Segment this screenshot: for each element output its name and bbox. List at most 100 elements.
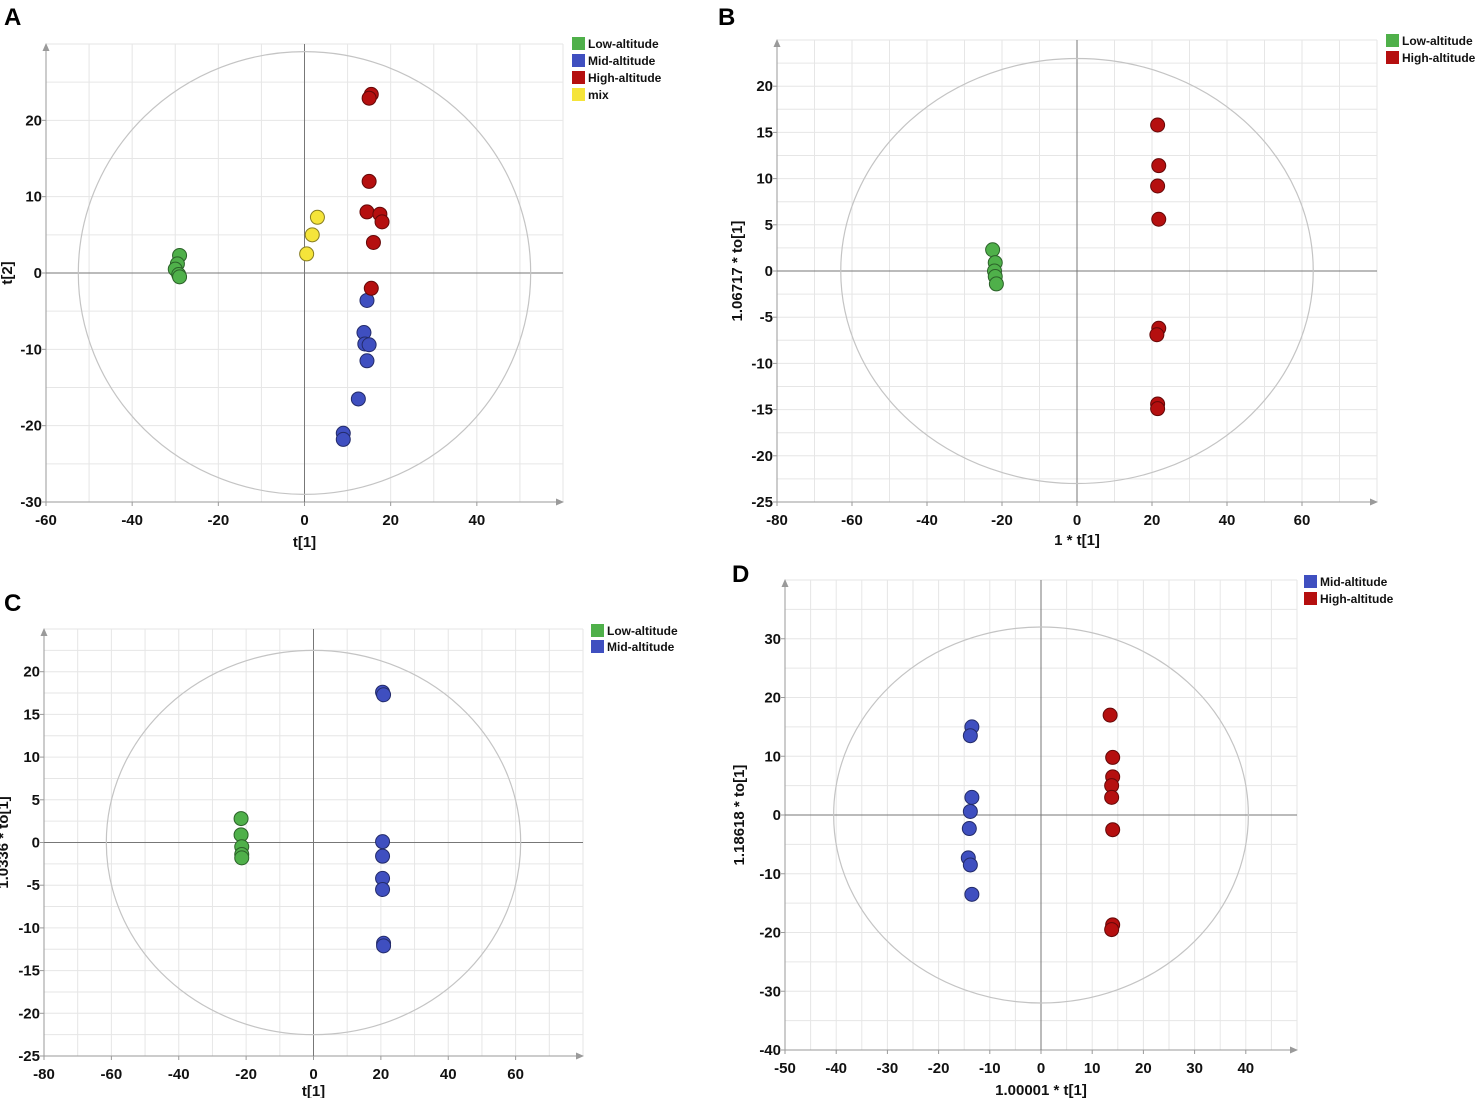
legend-label-high-altitude-b: High-altitude [1402,51,1476,65]
x-tick-label-b: 0 [1073,512,1081,529]
x-tick-label-c: -60 [101,1066,123,1083]
point-mid-altitude-d [962,728,978,744]
x-tick-label-b: 40 [1219,512,1236,529]
panel-a-scatter-plot: -60 -40 -20 0 20 40 -30 -20 -10 0 10 20 t[1] t[2] Low-… [0,37,662,551]
panel-letter-c: C [4,590,21,617]
y-tick-label-d: 10 [764,748,781,765]
x-tick-label-d: 30 [1186,1060,1203,1077]
legend-label-mix-a: mix [588,88,609,102]
y-axis-title-d: 1.18618 * to[1] [731,765,748,866]
x-tick-label-c: -40 [168,1066,190,1083]
point-high-altitude-a [374,214,390,230]
y-tick-label-c: -15 [18,963,40,980]
point-low-altitude-c [233,811,249,827]
legend-label-mid-altitude-c: Mid-altitude [607,640,675,654]
x-tick-label-a: -60 [35,512,57,529]
x-tick-label-b: -80 [766,512,788,529]
x-axis-arrow-a [556,498,564,506]
x-tick-label-d: -30 [877,1060,899,1077]
y-tick-label-b: 20 [756,78,773,95]
legend-label-high-altitude-d: High-altitude [1320,592,1394,606]
point-mix-a [299,246,315,262]
y-axis-arrow-b [773,39,781,47]
y-axis-title-a: t[2] [0,261,16,284]
point-high-altitude-b [1150,401,1166,417]
y-tick-label-a: 10 [25,189,42,206]
point-high-altitude-b [1150,178,1166,194]
panel-letter-a: A [4,4,21,31]
x-axis-title-a: t[1] [293,534,316,551]
point-high-altitude-b [1151,158,1167,174]
y-tick-label-b: -20 [751,448,773,465]
point-mid-altitude-d [961,821,977,837]
point-high-altitude-a [361,173,377,189]
point-high-altitude-a [365,234,381,250]
x-axis-arrow-d [1290,1046,1298,1054]
hotelling-ellipse-b [840,57,1314,485]
point-high-altitude-b [1150,117,1166,133]
x-axis-arrow-b [1370,498,1378,506]
point-mid-altitude-a [335,431,351,447]
panel-letter-b: B [718,4,735,31]
legend-label-high-altitude-a: High-altitude [588,71,662,85]
legend-swatch-high-altitude-d [1304,592,1317,605]
y-tick-label-d: 30 [764,631,781,648]
x-tick-label-d: -20 [928,1060,950,1077]
point-mid-altitude-c [375,848,391,864]
y-axis-arrow-a [42,43,50,51]
x-tick-label-a: 0 [300,512,308,529]
hotelling-ellipse-a [77,51,532,495]
panel-b-scatter-plot: -80 -60 -40 -20 0 20 40 60 -25 -20 -15 -10 -5 0 5 10 15 2… [729,34,1476,549]
point-mid-altitude-c [375,881,391,897]
x-tick-label-b: 20 [1144,512,1161,529]
x-tick-label-a: -20 [207,512,229,529]
y-tick-label-b: 5 [765,217,773,234]
y-tick-label-d: -10 [759,866,781,883]
y-tick-label-c: 10 [23,749,40,766]
hotelling-ellipse-d [833,626,1249,1004]
x-tick-label-d: 10 [1084,1060,1101,1077]
x-tick-label-c: -20 [235,1066,257,1083]
y-tick-label-d: 0 [773,807,781,824]
y-tick-label-c: 5 [32,792,40,809]
point-low-altitude-a [172,269,188,285]
x-tick-label-d: 0 [1037,1060,1045,1077]
x-tick-label-b: -20 [991,512,1013,529]
y-axis-arrow-d [781,579,789,587]
x-tick-label-d: -40 [825,1060,847,1077]
legend-swatch-mix-a [572,88,585,101]
y-tick-label-b: -5 [760,309,773,326]
x-tick-label-c: -80 [33,1066,55,1083]
hotelling-ellipse-c [105,649,522,1036]
panel-d-scatter-plot: -50 -40 -30 -20 -10 0 10 20 30 40-40-30-20-100102… [731,575,1394,1098]
legend-label-low-altitude-a: Low-altitude [588,37,659,51]
x-tick-label-d: 20 [1135,1060,1152,1077]
legend-swatch-high-altitude-b [1386,51,1399,64]
legend-swatch-mid-altitude-a [572,54,585,67]
legend-label-mid-altitude-a: Mid-altitude [588,54,656,68]
y-tick-label-d: -20 [759,925,781,942]
y-tick-label-a: -30 [20,494,42,511]
legend-swatch-high-altitude-a [572,71,585,84]
x-tick-label-b: 60 [1294,512,1311,529]
y-tick-label-b: -25 [751,494,773,511]
point-high-altitude-a [363,280,379,296]
x-tick-label-c: 40 [440,1066,457,1083]
point-mid-altitude-c [376,938,392,954]
legend-swatch-mid-altitude-c [591,640,604,653]
legend-label-low-altitude-c: Low-altitude [607,624,678,638]
x-tick-label-a: 40 [468,512,485,529]
x-axis-title-d: 1.00001 * t[1] [995,1082,1087,1098]
y-tick-label-a: -20 [20,418,42,435]
x-tick-label-d: -50 [774,1060,796,1077]
y-tick-label-a: -10 [20,341,42,358]
x-axis-arrow-c [576,1052,584,1060]
y-tick-label-d: 20 [764,690,781,707]
point-low-altitude-b [988,276,1004,292]
point-mid-altitude-a [359,353,375,369]
point-mid-altitude-d [964,789,980,805]
x-tick-label-a: -40 [121,512,143,529]
point-high-altitude-d [1102,707,1118,723]
y-tick-label-c: -20 [18,1005,40,1022]
